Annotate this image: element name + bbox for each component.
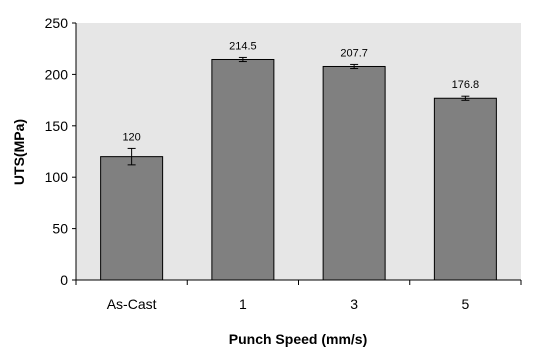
x-tick-label: As-Cast <box>107 296 157 312</box>
data-label: 176.8 <box>452 79 480 91</box>
data-label: 207.7 <box>340 47 368 59</box>
bar <box>323 66 385 280</box>
x-axis-title: Punch Speed (mm/s) <box>229 331 367 347</box>
y-tick-label: 150 <box>45 118 69 134</box>
y-tick-label: 100 <box>45 169 69 185</box>
bar <box>434 98 496 280</box>
bar <box>212 59 274 280</box>
y-axis: 0 50 100 150 200 250 <box>45 15 76 288</box>
data-label: 214.5 <box>229 40 257 52</box>
y-tick-label: 50 <box>52 221 68 237</box>
y-axis-title: UTS(MPa) <box>11 119 27 185</box>
x-tick-label: 5 <box>461 296 469 312</box>
x-axis: As-Cast 1 3 5 <box>76 280 521 312</box>
data-label: 120 <box>122 131 140 143</box>
x-tick-label: 3 <box>350 296 358 312</box>
y-tick-label: 200 <box>45 66 69 82</box>
y-tick-label: 250 <box>45 15 69 31</box>
x-tick-label: 1 <box>239 296 247 312</box>
bar <box>101 157 163 280</box>
y-tick-label: 0 <box>60 272 68 288</box>
